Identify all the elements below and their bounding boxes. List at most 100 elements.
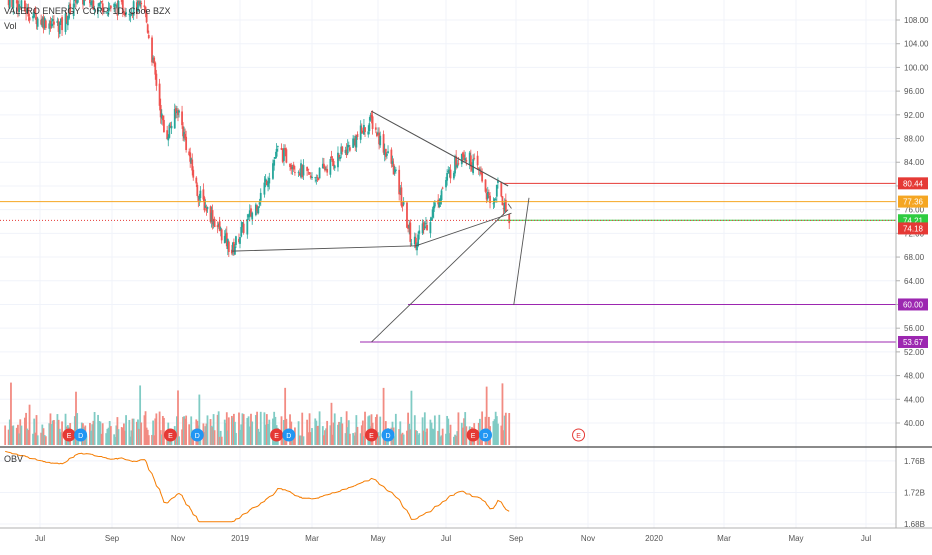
candle-body[interactable] (89, 0, 91, 4)
candle-body[interactable] (209, 206, 212, 222)
candle-body[interactable] (33, 9, 36, 18)
candle-body[interactable] (168, 124, 171, 138)
candle-body[interactable] (227, 241, 230, 252)
candle-body[interactable] (220, 229, 223, 241)
candle-body[interactable] (106, 12, 109, 14)
candle-body[interactable] (169, 125, 172, 128)
candle-body[interactable] (75, 0, 77, 3)
candle-body[interactable] (289, 163, 291, 167)
candle-body[interactable] (484, 179, 487, 192)
candle-body[interactable] (109, 5, 112, 9)
candle-body[interactable] (188, 151, 191, 156)
candle-body[interactable] (92, 0, 95, 10)
candle-body[interactable] (216, 225, 219, 228)
candle-body[interactable] (384, 148, 387, 157)
candle-body[interactable] (114, 4, 117, 7)
candle-body[interactable] (65, 15, 68, 23)
candle-body[interactable] (26, 7, 29, 14)
candle-body[interactable] (90, 1, 92, 6)
candle-body[interactable] (97, 8, 99, 12)
candlesticks[interactable] (4, 0, 511, 258)
candle-body[interactable] (99, 2, 102, 4)
candle-body[interactable] (463, 154, 465, 160)
candle-body[interactable] (359, 125, 362, 140)
candle-body[interactable] (503, 202, 506, 212)
candle-body[interactable] (139, 1, 142, 7)
candle-body[interactable] (455, 156, 458, 166)
candle-body[interactable] (445, 180, 447, 188)
candle-body[interactable] (40, 19, 43, 25)
upper-trendline-2[interactable] (371, 110, 509, 187)
candle-body[interactable] (176, 111, 178, 114)
candle-body[interactable] (292, 164, 295, 170)
candle-body[interactable] (370, 114, 373, 118)
candle-body[interactable] (453, 172, 455, 179)
candle-body[interactable] (378, 132, 381, 145)
candle-body[interactable] (291, 166, 294, 169)
candle-body[interactable] (12, 0, 15, 9)
candle-body[interactable] (500, 182, 503, 197)
candle-body[interactable] (294, 172, 296, 174)
candle-body[interactable] (66, 16, 69, 26)
candle-body[interactable] (339, 157, 342, 159)
candle-body[interactable] (130, 12, 133, 16)
candle-body[interactable] (265, 180, 268, 186)
candle-body[interactable] (318, 167, 321, 179)
candle-body[interactable] (226, 238, 229, 250)
candle-body[interactable] (344, 149, 347, 154)
candle-body[interactable] (53, 21, 55, 25)
candle-body[interactable] (60, 18, 62, 23)
candle-body[interactable] (356, 134, 359, 137)
candle-body[interactable] (321, 163, 324, 169)
candle-body[interactable] (248, 210, 251, 217)
candle-body[interactable] (206, 207, 209, 209)
candle-body[interactable] (330, 156, 333, 158)
candle-body[interactable] (57, 21, 60, 32)
candle-body[interactable] (247, 214, 250, 218)
candle-body[interactable] (394, 169, 397, 172)
candle-body[interactable] (76, 0, 79, 4)
candle-body[interactable] (238, 238, 240, 243)
candle-body[interactable] (123, 13, 125, 15)
candle-body[interactable] (401, 204, 404, 207)
candle-body[interactable] (400, 187, 403, 206)
candle-body[interactable] (323, 163, 325, 168)
candle-body[interactable] (416, 243, 418, 251)
candle-body[interactable] (422, 222, 425, 231)
candle-body[interactable] (240, 226, 243, 237)
candle-body[interactable] (290, 164, 293, 170)
candle-body[interactable] (364, 127, 366, 132)
candle-body[interactable] (462, 152, 464, 157)
candle-body[interactable] (504, 199, 507, 212)
candle-body[interactable] (192, 169, 195, 178)
candle-body[interactable] (181, 111, 183, 126)
candle-body[interactable] (140, 2, 143, 5)
candle-body[interactable] (117, 0, 120, 14)
candle-body[interactable] (121, 0, 124, 14)
projection-line-1[interactable] (371, 209, 509, 343)
lower-trendline-2[interactable] (415, 212, 512, 247)
candle-body[interactable] (212, 220, 215, 226)
candle-body[interactable] (332, 160, 335, 167)
candle-body[interactable] (124, 11, 126, 16)
candle-body[interactable] (44, 20, 47, 28)
event-marker[interactable] (381, 428, 395, 442)
candle-body[interactable] (460, 153, 463, 165)
candle-body[interactable] (191, 159, 194, 171)
candle-body[interactable] (83, 0, 86, 6)
candle-body[interactable] (115, 4, 118, 6)
candle-body[interactable] (387, 151, 389, 154)
candle-body[interactable] (301, 165, 304, 177)
candle-body[interactable] (297, 172, 300, 174)
candle-body[interactable] (437, 199, 440, 205)
lower-trendline[interactable] (231, 245, 416, 252)
candle-body[interactable] (410, 243, 413, 245)
candle-body[interactable] (326, 168, 329, 173)
projection-line-2[interactable] (513, 197, 530, 306)
candle-body[interactable] (258, 202, 261, 205)
candle-body[interactable] (393, 169, 396, 173)
candle-body[interactable] (72, 3, 75, 16)
candle-body[interactable] (480, 171, 482, 174)
candle-body[interactable] (250, 208, 252, 217)
